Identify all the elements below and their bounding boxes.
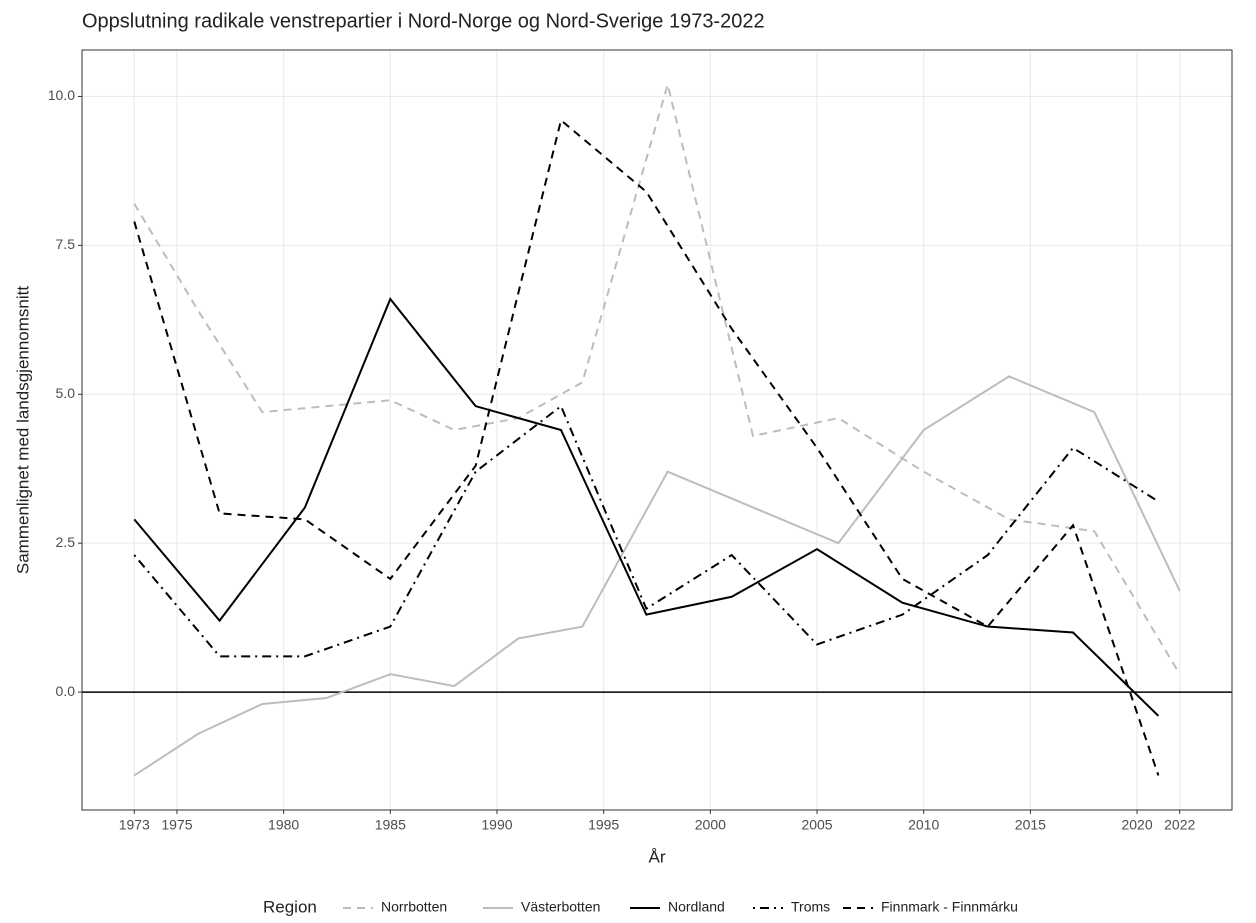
- x-tick-label: 2020: [1121, 817, 1152, 833]
- x-tick-label: 1985: [375, 817, 406, 833]
- y-axis-label: Sammenlignet med landsgjennomsnitt: [13, 286, 32, 574]
- legend-label: Finnmark - Finnmárku: [881, 899, 1018, 915]
- x-tick-label: 2010: [908, 817, 939, 833]
- y-tick-label: 7.5: [56, 236, 76, 252]
- legend-label: Västerbotten: [521, 899, 600, 915]
- y-tick-label: 5.0: [56, 385, 76, 401]
- x-tick-label: 1990: [481, 817, 512, 833]
- y-tick-label: 10.0: [48, 87, 75, 103]
- legend-label: Norrbotten: [381, 899, 447, 915]
- x-tick-label: 2022: [1164, 817, 1195, 833]
- y-tick-label: 0.0: [56, 683, 76, 699]
- x-tick-label: 2015: [1015, 817, 1046, 833]
- x-tick-label: 2005: [801, 817, 832, 833]
- chart-title: Oppslutning radikale venstrepartier i No…: [82, 10, 765, 32]
- x-tick-label: 2000: [695, 817, 726, 833]
- legend-label: Nordland: [668, 899, 725, 915]
- panel-border: [81, 49, 1233, 811]
- y-tick-label: 2.5: [56, 534, 76, 550]
- series-line: [133, 118, 1160, 776]
- series-line: [133, 404, 1159, 658]
- x-tick-label: 1980: [268, 817, 299, 833]
- series-line: [133, 297, 1160, 717]
- series-line: [133, 80, 1181, 675]
- x-tick-label: 1975: [161, 817, 192, 833]
- x-axis-label: År: [649, 847, 666, 866]
- x-tick-label: 1973: [119, 817, 150, 833]
- x-tick-label: 1995: [588, 817, 619, 833]
- series-line: [133, 375, 1181, 777]
- legend-title: Region: [263, 897, 317, 916]
- legend-label: Troms: [791, 899, 830, 915]
